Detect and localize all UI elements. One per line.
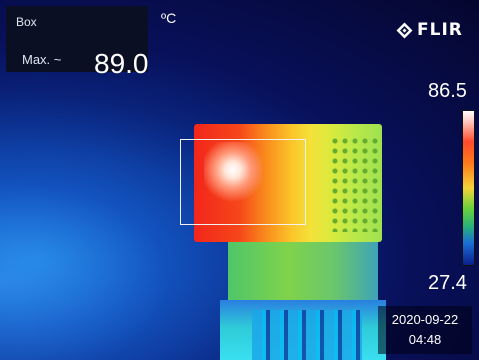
board-components: [330, 136, 378, 232]
measurement-value: 89.0: [94, 48, 149, 79]
measurement-stat-label: Max. ~: [22, 52, 62, 67]
timestamp-panel: 2020-09-22 04:48: [378, 306, 472, 354]
date-label: 2020-09-22: [391, 312, 459, 327]
time-label: 04:48: [408, 332, 442, 347]
measurement-mode-label: Box: [16, 15, 37, 29]
scale-min-value: 27.4: [428, 272, 467, 294]
hotspot: [204, 142, 262, 204]
flir-diamond-icon: [396, 22, 413, 39]
flir-logo: FLIR: [396, 20, 463, 40]
temperature-unit: ºC: [161, 10, 177, 26]
color-scale-bar: [462, 110, 475, 266]
measurement-panel: Box Max. ~ 89.0: [6, 6, 149, 78]
measurement-box[interactable]: [180, 139, 306, 225]
logo-text: FLIR: [417, 20, 463, 40]
thermal-object-connector: [228, 242, 378, 300]
thermal-object-pins: [252, 310, 362, 360]
scale-max-value: 86.5: [428, 80, 467, 102]
